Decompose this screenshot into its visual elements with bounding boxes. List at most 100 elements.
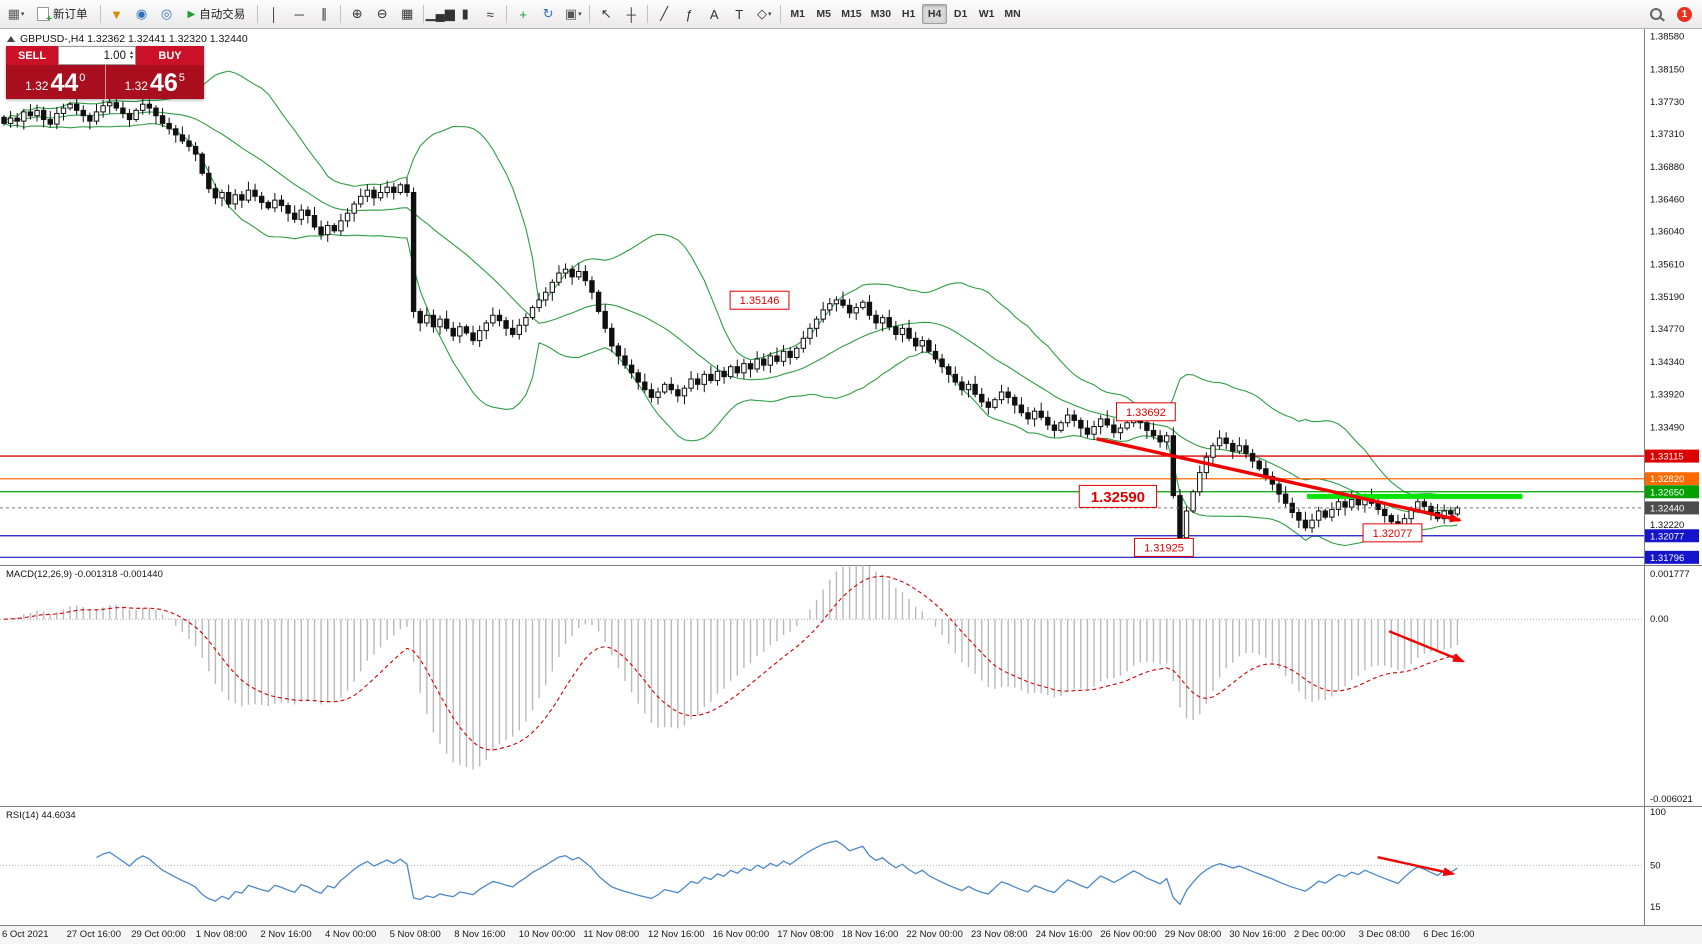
new-order-icon (37, 7, 52, 25)
screenshot-icon[interactable]: ▣ ▾ (564, 6, 582, 21)
spinner-down-icon[interactable]: ▾ (129, 54, 133, 61)
bar-chart-icon[interactable]: ▁▄▆ (425, 6, 455, 21)
search-icon[interactable] (1646, 2, 1670, 26)
crosshair-icon[interactable]: ┼ (626, 6, 636, 22)
time-axis-label: 6 Oct 2021 (2, 929, 49, 940)
sell-button[interactable]: SELL (6, 46, 58, 65)
timeframe-d1[interactable]: D1 (948, 4, 973, 24)
svg-text:1.38150: 1.38150 (1650, 65, 1684, 76)
toolbar-separator (423, 5, 425, 23)
svg-text:1.32077: 1.32077 (1650, 531, 1684, 542)
toolbar-separator (506, 5, 508, 23)
svg-text:0.001777: 0.001777 (1650, 569, 1690, 580)
svg-text:1.32220: 1.32220 (1650, 520, 1684, 531)
time-axis-label: 4 Nov 00:00 (325, 929, 377, 940)
vertical-line-icon[interactable]: │ (270, 6, 279, 22)
new-order-button[interactable]: 新订单 (29, 3, 96, 25)
market-watch-icon[interactable]: ◉ (135, 6, 148, 21)
svg-text:1.32077: 1.32077 (1373, 528, 1413, 540)
sell-price[interactable]: 1.32 44 0 (6, 65, 106, 99)
price-chart[interactable]: 1.38580 1.38150 1.37730 1.37310 1.36880 1.364… (0, 29, 1702, 565)
buy-price[interactable]: 1.32 46 5 (106, 65, 205, 99)
timeframe-w1[interactable]: W1 (974, 4, 999, 24)
text-label-icon[interactable]: A (709, 6, 719, 22)
time-axis-label: 2 Nov 16:00 (260, 929, 312, 940)
time-axis-label: 16 Nov 00:00 (712, 929, 770, 940)
tile-windows-icon[interactable]: ▦ (401, 6, 414, 21)
toolbar-separator (99, 5, 101, 23)
new-chart-icon[interactable]: ▦ ▾ (7, 6, 25, 21)
equidistant-channel-icon[interactable]: ∥ (320, 6, 328, 21)
trendline-icon[interactable]: ╱ (660, 6, 669, 21)
cursor-icon[interactable]: ↖ (600, 6, 612, 21)
ohlc-text: GBPUSD-,H4 1.32362 1.32441 1.32320 1.324… (20, 33, 248, 45)
horizontal-line-icon[interactable]: ─ (294, 6, 304, 22)
svg-text:1.38580: 1.38580 (1650, 32, 1684, 43)
macd-panel[interactable]: MACD(12,26,9) -0.001318 -0.001440 0.00177… (0, 565, 1702, 806)
volume-field[interactable]: 1.00 ▴ ▾ (58, 46, 136, 65)
timeframe-m15[interactable]: M15 (837, 4, 865, 24)
svg-text:1.32440: 1.32440 (1650, 503, 1684, 514)
info-icon[interactable]: ◎ (160, 6, 173, 21)
add-indicator-icon[interactable]: + (519, 6, 527, 22)
volume-spinner[interactable]: ▴ ▾ (129, 49, 133, 61)
auto-scroll-icon[interactable]: ↻ (542, 6, 554, 21)
autotrading-button[interactable]: ▶ 自动交易 (180, 3, 254, 25)
toolbar-separator (340, 5, 342, 23)
svg-text:1.32820: 1.32820 (1650, 474, 1684, 485)
toolbar-separator (589, 5, 591, 23)
price-axis[interactable] (1644, 29, 1702, 565)
svg-text:1.37730: 1.37730 (1650, 97, 1684, 108)
svg-text:1.35610: 1.35610 (1650, 260, 1684, 271)
svg-text:1.33490: 1.33490 (1650, 422, 1684, 433)
candlestick-chart-icon[interactable]: ▮ (461, 6, 469, 21)
svg-text:1.33692: 1.33692 (1126, 407, 1166, 419)
search-glass-icon (1649, 8, 1662, 20)
timeframe-m1[interactable]: M1 (785, 4, 810, 24)
rsi-panel[interactable]: RSI(14) 44.6034 100 50 15 (0, 806, 1702, 925)
svg-text:0.00: 0.00 (1650, 614, 1669, 625)
autotrading-button-icon: ▶ (187, 8, 196, 20)
arrow-objects-icon[interactable]: T (735, 6, 744, 22)
svg-text:1.33115: 1.33115 (1650, 452, 1684, 463)
timeframe-m5[interactable]: M5 (811, 4, 836, 24)
sell-price-prefix: 1.32 (25, 79, 49, 93)
notification-badge[interactable]: 1 (1677, 6, 1692, 22)
timeframe-h4[interactable]: H4 (922, 4, 948, 24)
fibonacci-icon[interactable]: ƒ (685, 6, 693, 22)
svg-text:1.35146: 1.35146 (740, 295, 780, 307)
time-axis-label: 10 Nov 00:00 (518, 929, 576, 940)
time-axis-label: 30 Nov 16:00 (1229, 929, 1286, 940)
svg-text:1.37310: 1.37310 (1650, 129, 1684, 140)
svg-text:1.31796: 1.31796 (1650, 553, 1684, 564)
svg-text:1.32650: 1.32650 (1650, 487, 1684, 498)
svg-text:RSI(14) 44.6034: RSI(14) 44.6034 (6, 810, 76, 821)
svg-text:-0.006021: -0.006021 (1650, 794, 1693, 805)
buy-price-big: 46 (149, 69, 178, 97)
line-chart-icon[interactable]: ≈ (486, 6, 494, 22)
svg-text:MACD(12,26,9) -0.001318 -0.001: MACD(12,26,9) -0.001318 -0.001440 (6, 569, 163, 580)
zoom-out-icon[interactable]: ⊖ (376, 6, 388, 21)
timeframe-h1[interactable]: H1 (896, 4, 921, 24)
timeframe-m30[interactable]: M30 (867, 4, 895, 24)
toolbar-separator (647, 5, 649, 23)
time-axis-label: 27 Oct 16:00 (66, 929, 121, 940)
time-axis-label: 17 Nov 08:00 (777, 929, 834, 940)
time-axis[interactable]: 6 Oct 2021 27 Oct 16:00 29 Oct 00:00 1 Nov … (0, 925, 1702, 944)
shapes-icon[interactable]: ◇ ▾ (756, 6, 772, 21)
history-center-icon[interactable]: ▼ (110, 6, 123, 22)
spinner-up-icon[interactable]: ▴ (129, 49, 133, 56)
time-axis-label: 22 Nov 00:00 (906, 929, 963, 940)
time-axis-label: 2 Dec 00:00 (1294, 929, 1346, 940)
zoom-in-icon[interactable]: ⊕ (351, 6, 363, 21)
toolbar-separator (257, 5, 259, 23)
svg-text:100: 100 (1650, 807, 1666, 818)
svg-text:15: 15 (1650, 902, 1661, 913)
time-axis-label: 29 Nov 08:00 (1164, 929, 1222, 940)
svg-text:1.36040: 1.36040 (1650, 227, 1684, 238)
timeframe-mn[interactable]: MN (1000, 4, 1025, 24)
time-axis-label: 3 Dec 08:00 (1358, 929, 1410, 940)
buy-button[interactable]: BUY (136, 46, 204, 65)
toolbar-separator (780, 5, 782, 23)
